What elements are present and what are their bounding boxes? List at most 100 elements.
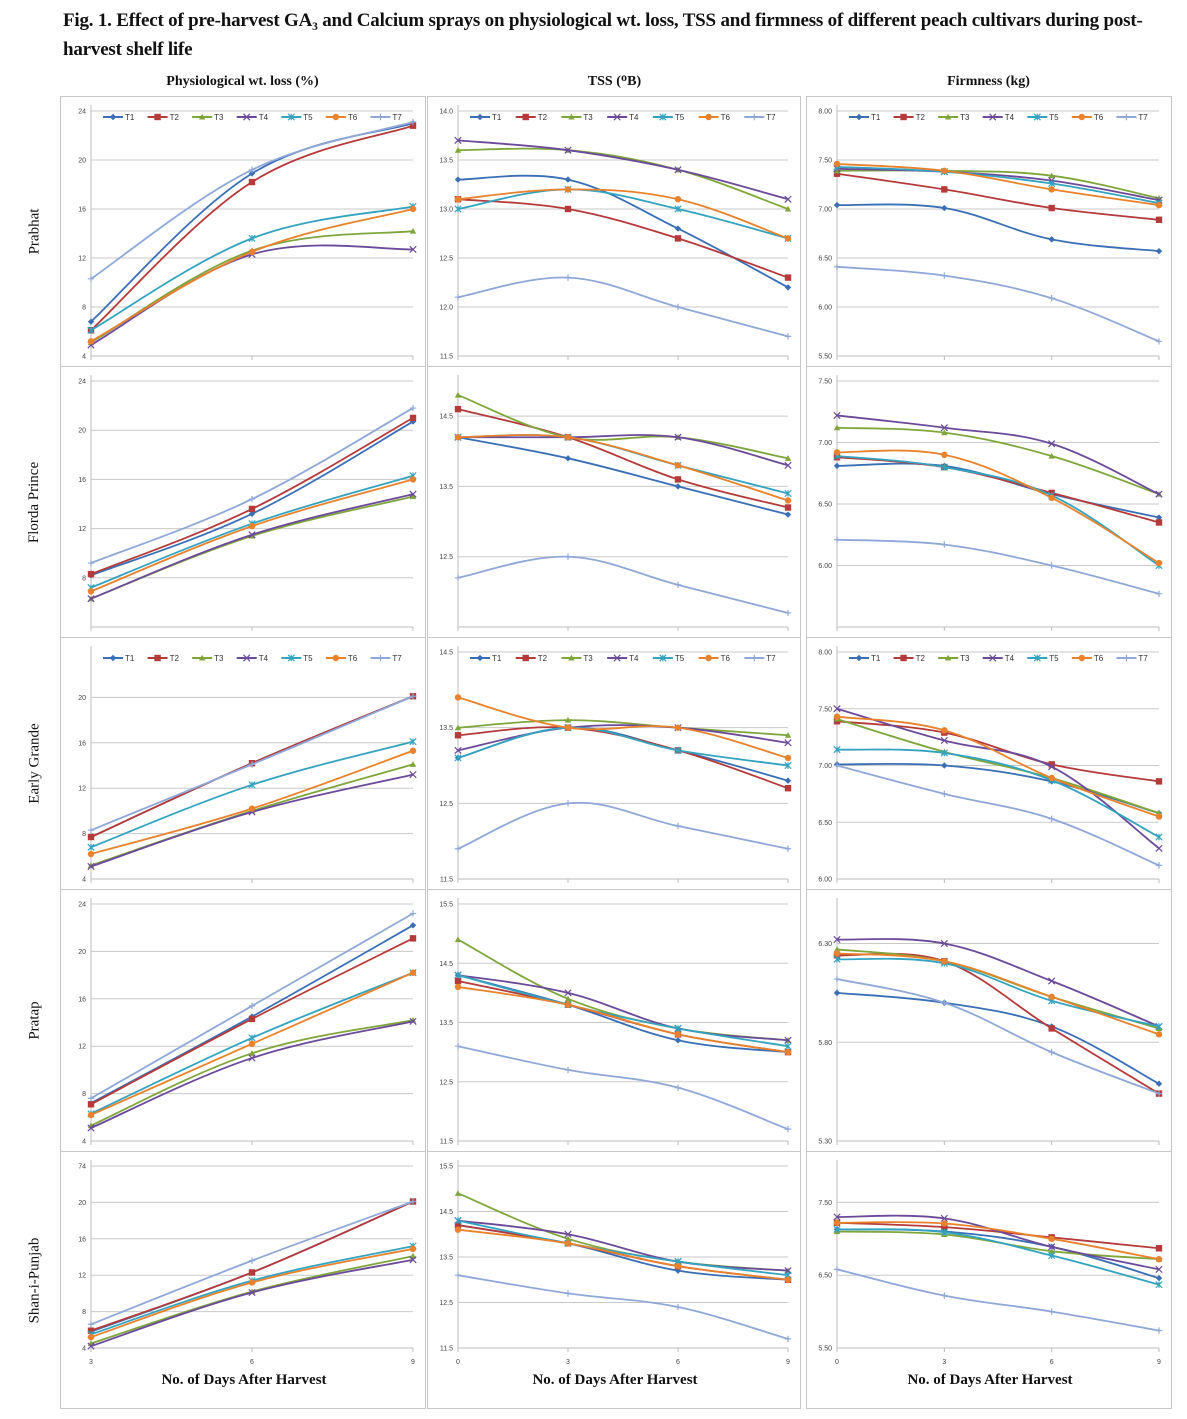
legend-item-t3: T3 xyxy=(561,113,593,122)
data-point xyxy=(784,1036,792,1044)
series-line xyxy=(836,720,1160,783)
chart-panel-pratap-weight-loss: 4 8 12 16 20 24 xyxy=(60,889,426,1152)
legend: T1 T2 T3 T4 T5 T6 T7 xyxy=(849,654,1148,663)
x-tick-label: 9 xyxy=(1157,1359,1161,1366)
series-t7 xyxy=(87,404,417,567)
data-point xyxy=(248,805,256,812)
series-line xyxy=(836,426,1160,496)
y-tick-label: 4 xyxy=(82,1346,86,1353)
data-point xyxy=(1048,1025,1055,1032)
data-point xyxy=(1155,514,1163,521)
series-line xyxy=(90,208,414,343)
data-point xyxy=(87,588,95,595)
legend-label: T1 xyxy=(871,654,881,663)
legend-item-t6: T6 xyxy=(1071,654,1104,663)
data-point xyxy=(1155,590,1163,597)
legend-label: T3 xyxy=(583,113,593,122)
data-point xyxy=(833,167,841,174)
data-point xyxy=(940,463,948,471)
y-tick-label: 7.50 xyxy=(818,1200,832,1207)
legend: T1 T2 T3 T4 T5 T6 T7 xyxy=(103,654,402,663)
legend-label: T7 xyxy=(392,113,402,122)
chart-panel-prabhat-tss: 11.5 12.0 12.5 13.0 13.5 14.0 T1 T2 T3 T4 T5 T6 T7 xyxy=(427,96,801,367)
y-tick-label: 6.50 xyxy=(818,820,832,827)
data-point xyxy=(833,160,841,168)
data-point xyxy=(784,1048,792,1056)
data-point xyxy=(1155,1255,1163,1263)
legend-marker xyxy=(568,654,575,661)
series-line xyxy=(836,203,1160,253)
y-tick-label: 6.00 xyxy=(818,563,832,570)
legend-item-t6: T6 xyxy=(325,654,358,663)
data-point xyxy=(833,946,841,952)
legend-label: T4 xyxy=(1005,113,1015,122)
data-point xyxy=(674,1262,682,1270)
legend-item-t5: T5 xyxy=(281,113,313,122)
data-point xyxy=(454,434,462,441)
data-point xyxy=(454,936,462,943)
data-point xyxy=(454,405,462,413)
y-tick-label: 8 xyxy=(82,305,86,312)
legend-item-t1: T1 xyxy=(103,654,135,663)
legend-marker xyxy=(243,654,251,662)
series-t1 xyxy=(454,174,792,291)
data-point xyxy=(87,338,95,345)
data-point xyxy=(87,595,95,603)
data-point xyxy=(454,205,462,213)
legend-label: T7 xyxy=(766,654,776,663)
data-point xyxy=(784,455,792,461)
legend-label: T6 xyxy=(1094,654,1104,663)
series-line xyxy=(836,449,1160,564)
legend-marker xyxy=(332,113,340,121)
series-t6 xyxy=(87,1245,417,1341)
legend-label: T5 xyxy=(675,113,685,122)
legend-item-t4: T4 xyxy=(982,654,1015,663)
series-t7 xyxy=(454,1272,792,1343)
legend-item-t7: T7 xyxy=(744,113,776,122)
series-line xyxy=(457,394,789,460)
data-point xyxy=(87,850,95,858)
legend-item-t6: T6 xyxy=(325,113,358,122)
data-point xyxy=(784,1042,792,1050)
series-t6 xyxy=(87,747,417,858)
series-t7 xyxy=(833,263,1163,345)
series-line xyxy=(457,147,789,210)
y-tick-label: 13.5 xyxy=(439,158,453,165)
data-point xyxy=(784,195,792,203)
legend-label: T2 xyxy=(170,654,180,663)
series-t7 xyxy=(87,118,417,283)
chart-panel-shan-i-punjab-weight-loss: 4 8 12 16 20 74 3 6 9 No. of Days After Harvest xyxy=(60,1151,426,1409)
data-point xyxy=(1155,1274,1163,1282)
legend-label: T5 xyxy=(303,654,313,663)
data-point xyxy=(564,716,572,723)
data-point xyxy=(409,1017,417,1025)
y-tick-label: 12.5 xyxy=(439,801,453,808)
y-tick-label: 13.0 xyxy=(439,207,453,214)
series-line xyxy=(457,726,789,767)
data-point xyxy=(87,1111,95,1119)
data-point xyxy=(784,845,792,852)
data-point xyxy=(940,939,948,948)
x-axis-title: No. of Days After Harvest xyxy=(907,1372,1073,1388)
data-point xyxy=(248,505,256,513)
legend-label: T4 xyxy=(259,113,269,122)
y-tick-label: 6.00 xyxy=(818,305,832,312)
legend-item-t3: T3 xyxy=(192,113,224,122)
chart-svg: 12.5 13.5 14.5 xyxy=(439,375,792,631)
data-point xyxy=(1155,813,1163,820)
series-line xyxy=(836,952,1160,1036)
series-t7 xyxy=(833,762,1163,869)
legend-marker xyxy=(855,113,863,121)
chart-panel-prabhat-weight-loss: 4 8 12 16 20 24 T1 T2 T3 T4 T5 T6 T7 xyxy=(60,96,426,367)
data-point xyxy=(1048,204,1055,212)
data-point xyxy=(454,176,462,183)
y-tick-label: 20 xyxy=(78,949,86,956)
data-point xyxy=(454,845,462,852)
legend-label: T4 xyxy=(1005,654,1015,663)
legend-item-t5: T5 xyxy=(1027,654,1059,663)
y-tick-label: 11.5 xyxy=(440,1346,453,1353)
data-point xyxy=(564,274,572,281)
legend-label: T6 xyxy=(721,113,731,122)
y-tick-label: 12 xyxy=(78,1044,86,1051)
legend-item-t4: T4 xyxy=(982,113,1015,122)
